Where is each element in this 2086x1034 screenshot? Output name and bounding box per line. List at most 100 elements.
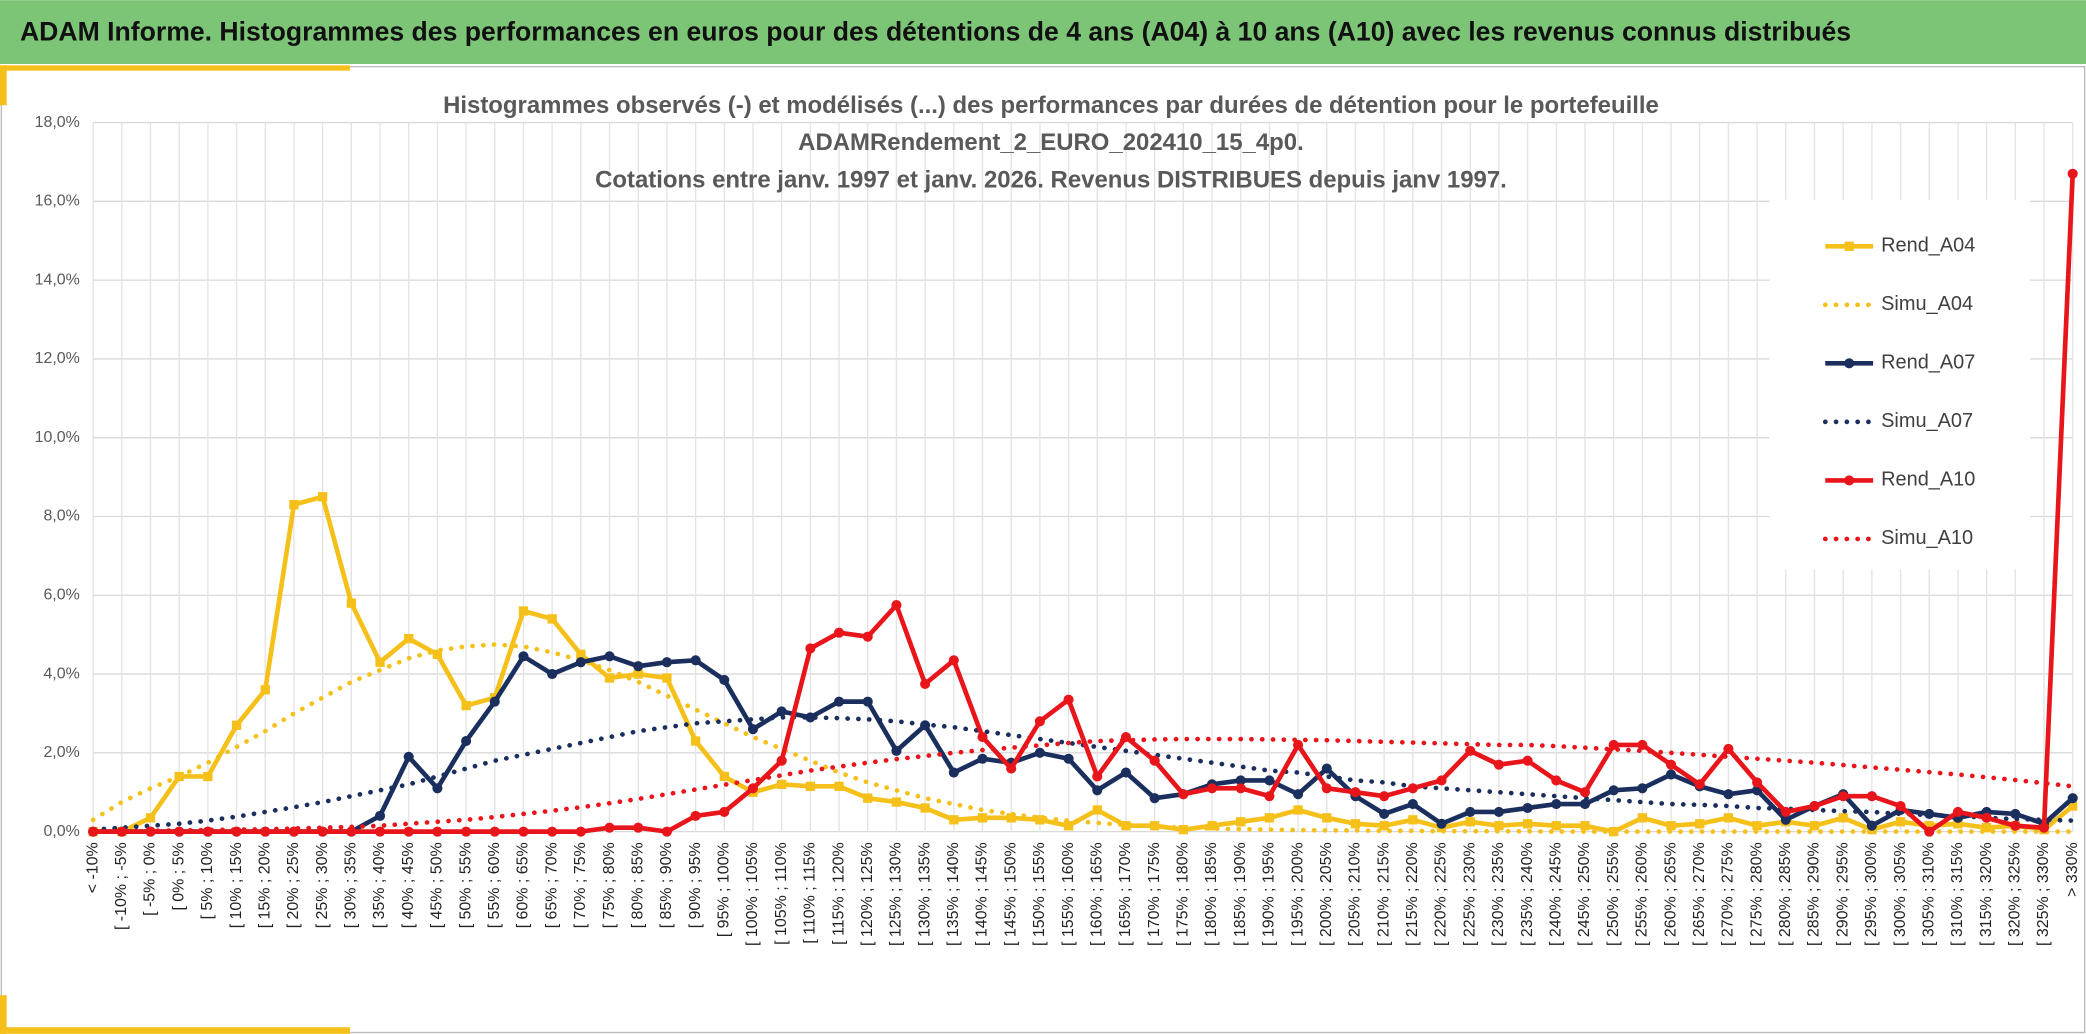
point <box>1350 787 1361 798</box>
x-tick-label: [ 255% ; 260% <box>1634 842 1651 946</box>
point <box>1436 775 1447 786</box>
x-tick-label: [ 230% ; 235% <box>1490 842 1507 946</box>
point <box>346 598 356 608</box>
point <box>834 781 844 791</box>
x-tick-label: [ 325% ; 330% <box>2035 842 2052 946</box>
x-tick-label: [ 315% ; 320% <box>1978 842 1995 946</box>
point <box>719 771 729 782</box>
y-tick-label: 8,0% <box>43 508 79 525</box>
y-tick-label: 14,0% <box>35 271 80 288</box>
x-tick-label: [ 15% ; 20% <box>256 842 273 928</box>
x-tick-label: [ 220% ; 225% <box>1433 842 1450 946</box>
point <box>1493 806 1504 817</box>
x-tick-label: > 330% <box>2064 842 2081 897</box>
point <box>1866 791 1877 802</box>
x-tick-label: [ 0% ; 5% <box>170 842 187 910</box>
point <box>203 771 213 782</box>
y-tick-label: 4,0% <box>43 665 79 682</box>
x-tick-label: [ 205% ; 210% <box>1347 842 1364 946</box>
point <box>1092 805 1102 815</box>
x-tick-label: [ 260% ; 265% <box>1662 842 1679 946</box>
point <box>1608 739 1619 751</box>
point <box>1178 825 1188 835</box>
point <box>1149 793 1160 804</box>
point <box>1780 806 1791 817</box>
x-tick-label: [ 170% ; 175% <box>1146 842 1163 946</box>
point <box>747 724 759 735</box>
point <box>948 767 959 778</box>
point <box>805 643 816 654</box>
x-tick-label: [ 115% ; 120% <box>830 842 847 945</box>
point <box>1379 821 1389 831</box>
x-tick-label: [ 120% ; 125% <box>859 842 876 946</box>
point <box>862 631 873 642</box>
point <box>374 810 386 821</box>
x-tick-label: [ 195% ; 200% <box>1289 842 1306 946</box>
point <box>518 606 529 616</box>
point <box>1121 821 1131 831</box>
x-tick-label: [ 125% ; 130% <box>888 842 905 946</box>
x-tick-label: [ -5% ; 0% <box>142 842 159 916</box>
point <box>1493 759 1504 770</box>
point <box>1981 812 1992 823</box>
x-tick-label: [ 305% ; 310% <box>1920 842 1937 946</box>
x-tick-label: [ 285% ; 290% <box>1806 842 1823 946</box>
point <box>346 826 357 837</box>
x-tick-label: [ 55% ; 60% <box>486 842 503 928</box>
point <box>1953 819 1963 829</box>
point <box>1178 789 1189 800</box>
x-tick-label: < -10% <box>84 842 101 893</box>
x-tick-label: [ 240% ; 245% <box>1548 842 1565 946</box>
point <box>1235 775 1246 786</box>
point <box>1149 755 1160 766</box>
x-tick-label: [ 110% ; 115% <box>802 842 819 943</box>
point <box>1092 771 1103 782</box>
point <box>1752 821 1762 831</box>
y-tick-label: 6,0% <box>43 586 79 603</box>
point <box>1235 783 1246 794</box>
point <box>116 826 127 837</box>
frame-accent <box>0 65 7 106</box>
header-bar <box>0 0 2086 65</box>
x-tick-label: [ 5% ; 10% <box>199 842 216 919</box>
point <box>920 803 930 813</box>
chart-title: Histogrammes observés (-) et modélisés (… <box>443 92 1659 119</box>
legend-label: Rend_A10 <box>1881 469 1975 491</box>
point <box>518 826 529 837</box>
x-tick-label: [ 100% ; 105% <box>744 842 761 946</box>
point <box>1407 783 1418 794</box>
point <box>690 810 701 821</box>
x-tick-label: [ 210% ; 215% <box>1375 842 1392 946</box>
point <box>1665 759 1677 770</box>
plot <box>88 168 2078 837</box>
point <box>1407 798 1418 810</box>
point <box>1809 821 1820 831</box>
point <box>1063 753 1074 764</box>
legend-marker <box>1844 241 1854 251</box>
point <box>145 813 156 823</box>
x-tick-label: [ 95% ; 100% <box>716 842 733 937</box>
point <box>948 655 959 666</box>
point <box>891 745 902 756</box>
point <box>1408 815 1418 825</box>
legend-label: Rend_A07 <box>1881 352 1975 374</box>
x-tick-label: [ 290% ; 295% <box>1834 842 1851 946</box>
point <box>891 600 902 611</box>
point <box>1034 747 1045 758</box>
point <box>547 826 558 837</box>
x-tick-label: [ 40% ; 45% <box>400 842 417 928</box>
point <box>1551 775 1562 786</box>
point <box>461 700 471 711</box>
legend-box <box>1769 199 2031 570</box>
y-tick-label: 18,0% <box>35 114 80 131</box>
x-tick-label: [ 265% ; 270% <box>1691 842 1708 946</box>
point <box>1608 785 1619 796</box>
point <box>461 826 472 837</box>
point <box>1580 821 1590 831</box>
point <box>1551 821 1561 831</box>
point <box>432 783 443 794</box>
legend-marker <box>1844 358 1855 369</box>
point <box>432 649 443 660</box>
point <box>1063 694 1074 705</box>
x-tick-label: [ 130% ; 135% <box>916 842 933 946</box>
